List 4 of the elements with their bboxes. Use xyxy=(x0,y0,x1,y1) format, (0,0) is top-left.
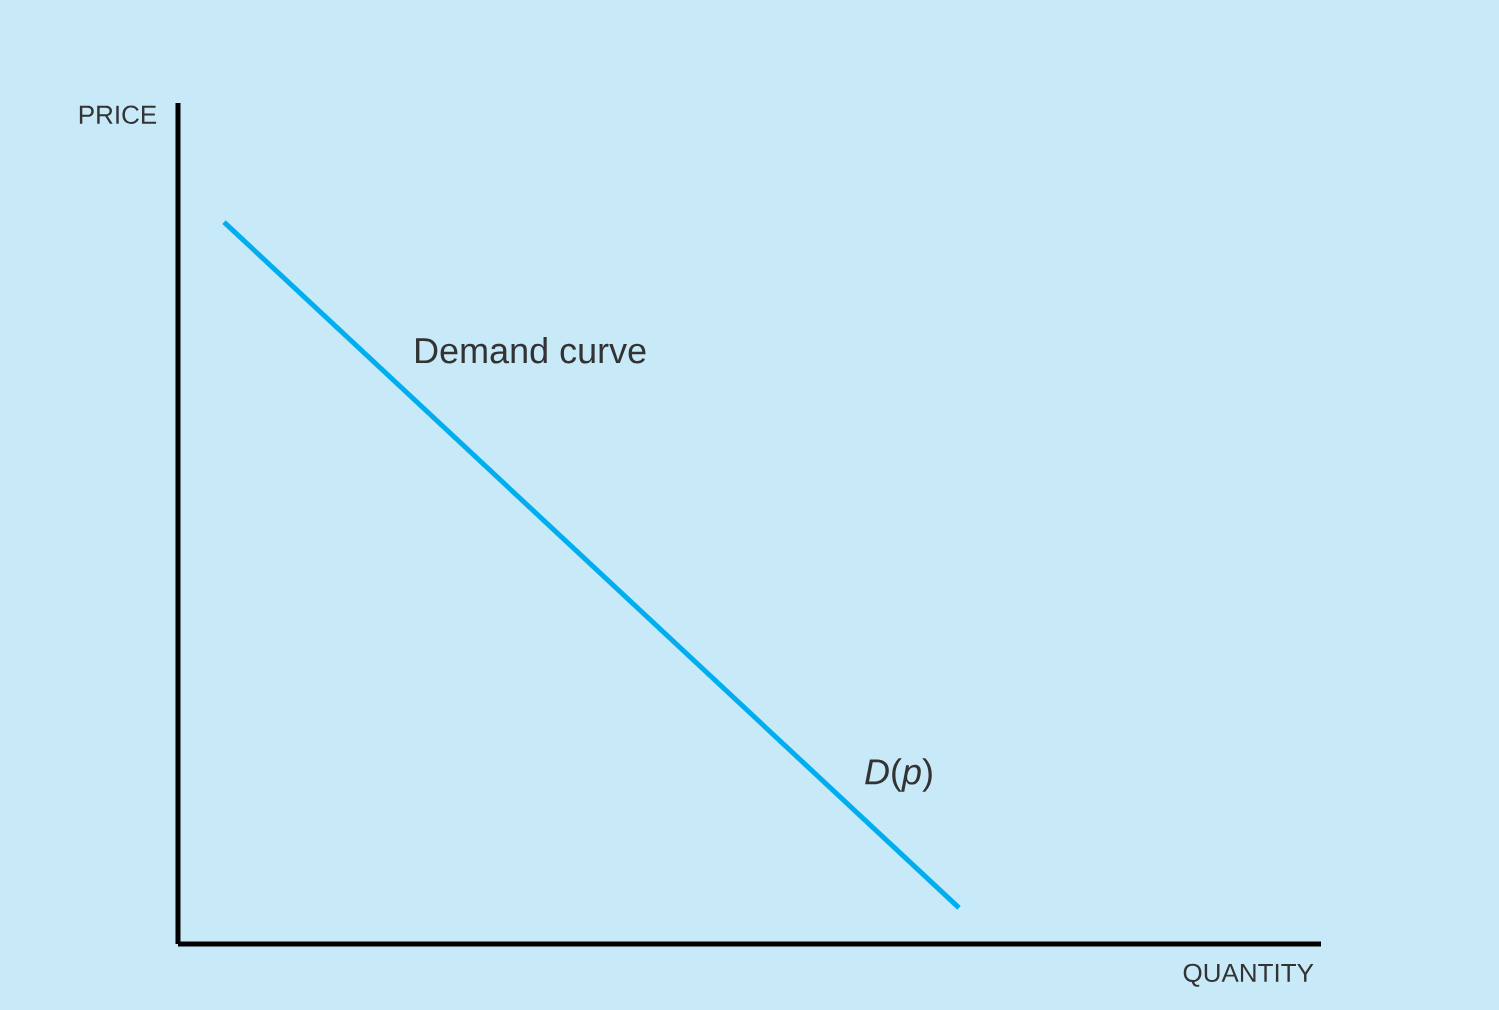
annotation: D(p) xyxy=(865,758,932,792)
y-axis-title: PRICE xyxy=(79,105,157,124)
annotation: Demand curve xyxy=(416,337,646,364)
x-axis-title: QUANTITY xyxy=(1183,963,1314,987)
